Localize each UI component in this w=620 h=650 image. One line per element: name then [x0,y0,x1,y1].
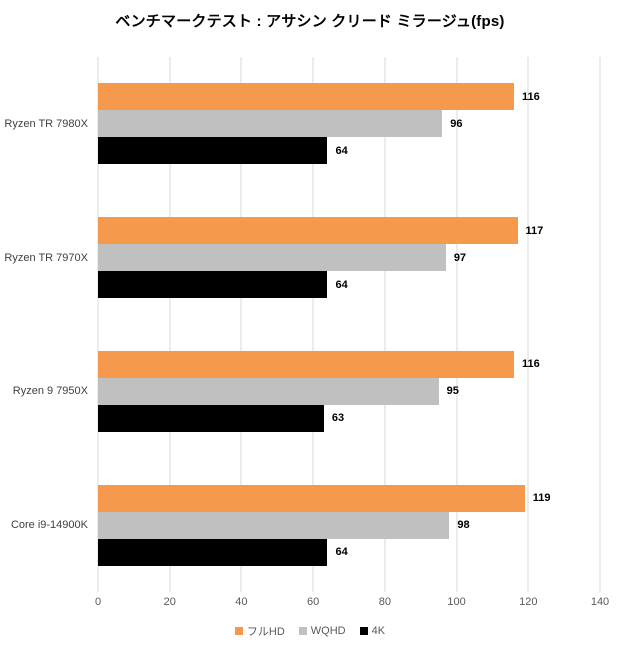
bar-value-label: 98 [457,519,470,532]
bar-value-label: 97 [453,251,467,264]
category-label: Ryzen TR 7970X [4,251,88,264]
category-label: Ryzen 9 7950X [12,385,88,398]
bar [98,511,450,539]
bar-value-label: 96 [450,117,463,130]
gridline [384,57,386,592]
bar [98,404,324,432]
x-tick-label: 20 [163,596,176,608]
gridline [169,57,171,592]
x-tick-label: 80 [378,596,391,608]
x-tick-label: 40 [235,596,248,608]
bar [98,110,443,138]
bar-row: 64 [98,538,600,566]
bar-row: 95 [98,377,600,405]
category-label: Ryzen TR 7980X [4,117,88,130]
legend-item: フルHD [234,623,285,639]
legend-swatch-icon [298,627,307,635]
bar-value-label: 119 [532,492,551,505]
bar [98,538,328,566]
category-label: Core i9-14900K [10,519,88,532]
legend-label: フルHD [246,626,285,638]
bar-value-label: 116 [521,358,540,371]
bar-value-label: 64 [335,144,348,157]
category-group: Ryzen TR 7970X 117 97 64 [4,191,600,325]
bar-value-label: 95 [446,385,459,398]
bar-value-label: 63 [331,412,345,425]
legend-swatch-icon [359,627,368,635]
bar-row: 98 [98,511,600,539]
bar [98,377,439,405]
bar-value-label: 64 [335,278,348,291]
x-axis: 0 20 40 60 80 100 120 140 [94,596,609,610]
bar [98,271,328,299]
bar-row: 116 [98,350,600,378]
legend-item: WQHD [298,625,346,637]
bar-value-label: 117 [525,224,544,237]
gridline [456,57,458,592]
gridline [312,57,314,592]
bar-row: 64 [98,137,600,165]
legend-item: 4K [359,625,386,637]
x-tick-label: 100 [447,596,466,608]
gridline [240,57,242,592]
bar-row: 119 [98,484,600,512]
gridline [97,57,99,592]
bar [98,350,514,378]
bar-row: 64 [98,271,600,299]
bar-row: 116 [98,83,600,111]
legend-label: WQHD [310,625,346,637]
legend: フルHD WQHD 4K [0,623,620,639]
bar [98,484,525,512]
bar-row: 97 [98,244,600,272]
gridline [527,57,529,592]
bar [98,244,446,272]
legend-swatch-icon [234,627,243,635]
plot-area: Ryzen TR 7980X 116 96 64 Ryzen TR 7970X 117 97… [4,57,601,592]
chart-title: ベンチマークテスト : アサシン クリード ミラージュ(fps) [115,13,505,30]
bar-value-label: 116 [521,90,540,103]
bar-row: 96 [98,110,600,138]
bar [98,83,514,111]
x-tick-label: 60 [307,596,320,608]
category-group: Ryzen 9 7950X 116 95 63 [13,325,600,459]
bar [98,137,328,165]
x-tick-label: 140 [590,596,610,608]
bar [98,217,518,245]
legend-label: 4K [371,625,386,637]
bar-groups: Ryzen TR 7980X 116 96 64 Ryzen TR 7970X 117 97… [4,57,600,592]
gridline [599,57,601,592]
x-tick-label: 0 [94,596,102,608]
x-tick-label: 120 [519,596,538,608]
category-group: Core i9-14900K 119 98 64 [11,458,600,592]
bar-row: 117 [98,217,600,245]
bar-row: 63 [98,404,600,432]
bar-value-label: 64 [335,546,348,559]
category-group: Ryzen TR 7980X 116 96 64 [4,57,600,191]
